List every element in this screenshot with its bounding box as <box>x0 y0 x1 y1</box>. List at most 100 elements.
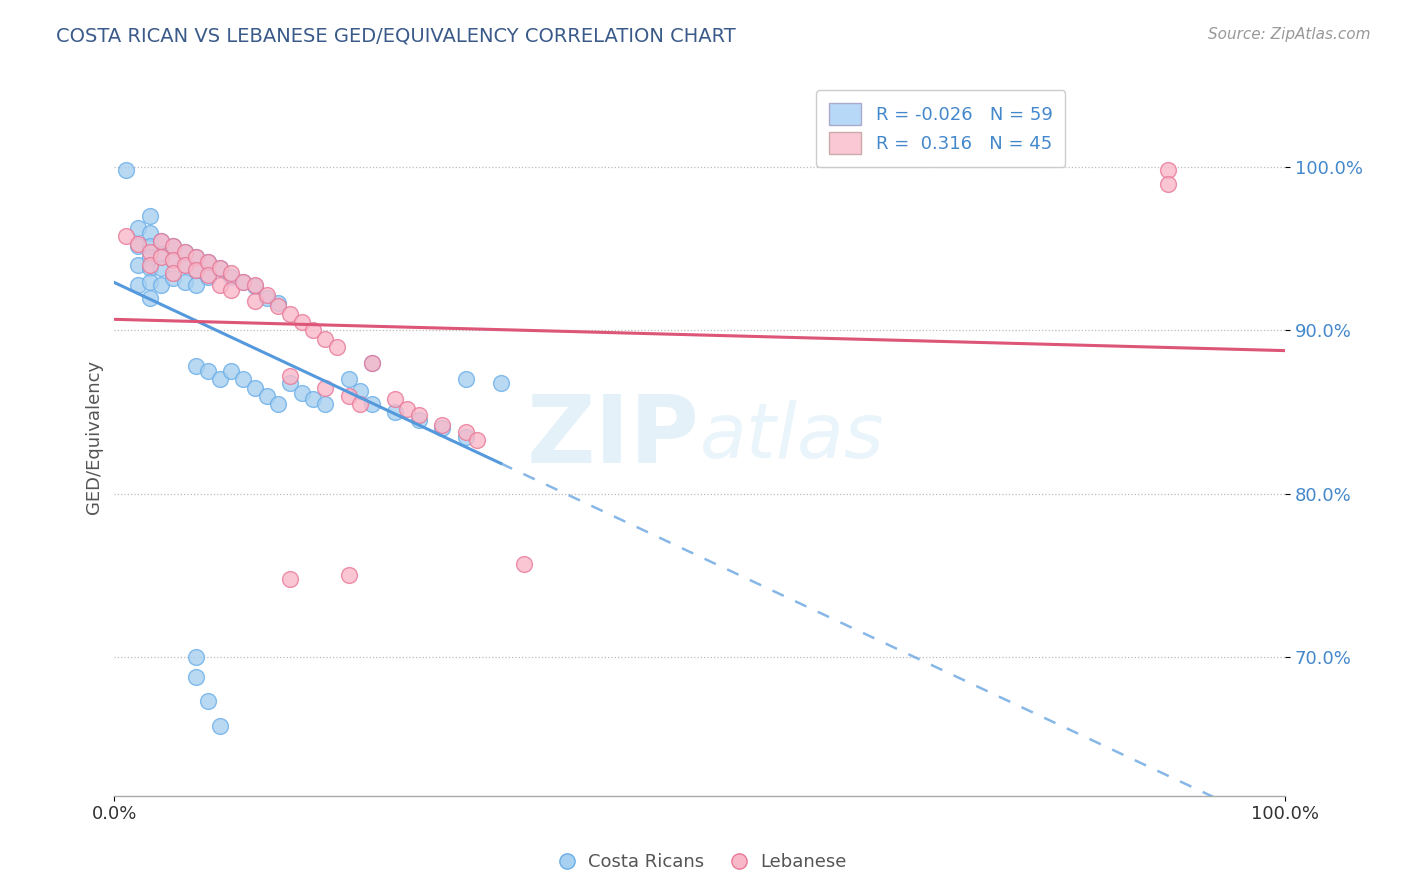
Point <box>278 369 301 384</box>
Point <box>221 266 243 280</box>
Point <box>454 425 477 439</box>
Point <box>138 275 160 289</box>
Point <box>513 557 536 571</box>
Point <box>243 277 266 292</box>
Point <box>186 670 208 684</box>
Point <box>454 372 477 386</box>
Point <box>1157 163 1180 178</box>
Point <box>337 389 360 403</box>
Point <box>349 397 371 411</box>
Y-axis label: GED/Equivalency: GED/Equivalency <box>86 359 103 514</box>
Point <box>138 261 160 276</box>
Point <box>221 269 243 284</box>
Point <box>256 389 278 403</box>
Point <box>232 275 254 289</box>
Point <box>173 275 195 289</box>
Point <box>173 245 195 260</box>
Point <box>232 372 254 386</box>
Point <box>208 261 231 276</box>
Point <box>186 250 208 264</box>
Point <box>349 384 371 398</box>
Point <box>278 307 301 321</box>
Point <box>186 263 208 277</box>
Point <box>243 279 266 293</box>
Point <box>173 258 195 272</box>
Point <box>197 694 219 708</box>
Point <box>267 295 290 310</box>
Point <box>291 385 314 400</box>
Point <box>150 277 173 292</box>
Point <box>489 376 512 390</box>
Point <box>162 253 184 268</box>
Point <box>197 268 219 282</box>
Point <box>337 568 360 582</box>
Point <box>432 418 454 433</box>
Point <box>186 250 208 264</box>
Point <box>197 255 219 269</box>
Point <box>208 261 231 276</box>
Point <box>314 381 336 395</box>
Point <box>162 253 184 268</box>
Point <box>138 258 160 272</box>
Point <box>243 294 266 309</box>
Point <box>1157 177 1180 191</box>
Point <box>173 258 195 272</box>
Point <box>162 266 184 280</box>
Point <box>150 234 173 248</box>
Point <box>221 364 243 378</box>
Text: atlas: atlas <box>700 400 884 474</box>
Point <box>186 277 208 292</box>
Point <box>186 263 208 277</box>
Point <box>208 277 231 292</box>
Point <box>361 356 384 370</box>
Point <box>208 718 231 732</box>
Point <box>115 228 138 243</box>
Text: ZIP: ZIP <box>527 391 700 483</box>
Point <box>278 572 301 586</box>
Point <box>127 220 149 235</box>
Point <box>162 271 184 285</box>
Point <box>208 372 231 386</box>
Point <box>150 250 173 264</box>
Point <box>150 234 173 248</box>
Point <box>127 258 149 272</box>
Text: COSTA RICAN VS LEBANESE GED/EQUIVALENCY CORRELATION CHART: COSTA RICAN VS LEBANESE GED/EQUIVALENCY … <box>56 27 735 45</box>
Point <box>138 250 160 264</box>
Legend: Costa Ricans, Lebanese: Costa Ricans, Lebanese <box>553 847 853 879</box>
Point <box>221 283 243 297</box>
Point <box>361 356 384 370</box>
Point <box>115 163 138 178</box>
Point <box>162 238 184 252</box>
Point <box>186 359 208 374</box>
Point <box>186 650 208 665</box>
Point <box>150 246 173 260</box>
Point <box>314 332 336 346</box>
Point <box>197 269 219 284</box>
Point <box>384 405 406 419</box>
Point <box>150 261 173 276</box>
Text: Source: ZipAtlas.com: Source: ZipAtlas.com <box>1208 27 1371 42</box>
Point <box>138 226 160 240</box>
Point <box>278 376 301 390</box>
Point <box>197 255 219 269</box>
Point <box>127 277 149 292</box>
Point <box>256 291 278 305</box>
Point <box>267 397 290 411</box>
Point <box>337 372 360 386</box>
Point <box>302 392 325 406</box>
Point <box>127 238 149 252</box>
Point <box>408 409 430 423</box>
Point <box>162 238 184 252</box>
Point <box>432 421 454 435</box>
Point <box>291 315 314 329</box>
Point <box>384 392 406 406</box>
Point <box>467 433 489 447</box>
Point <box>256 287 278 301</box>
Point <box>454 429 477 443</box>
Point <box>396 401 419 416</box>
Point <box>267 299 290 313</box>
Point <box>138 245 160 260</box>
Point <box>408 413 430 427</box>
Point <box>138 209 160 223</box>
Point <box>138 238 160 252</box>
